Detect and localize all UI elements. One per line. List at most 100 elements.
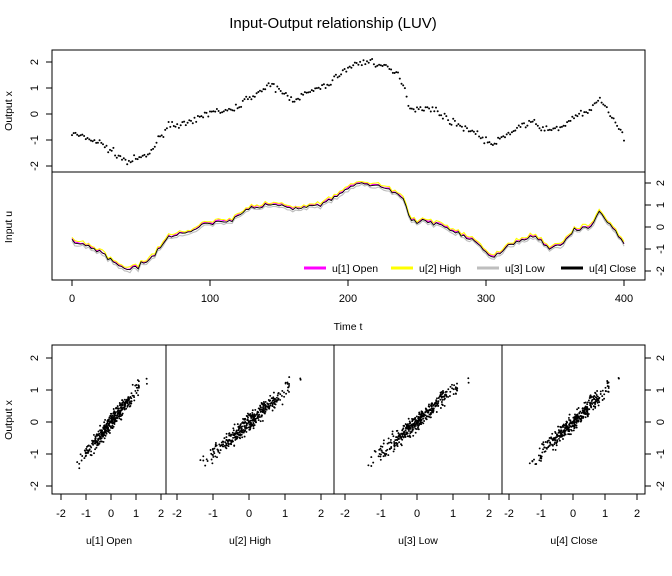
facet-x-tick-label: 1 — [602, 508, 608, 520]
facet-point — [280, 394, 283, 397]
facet-point — [426, 415, 429, 418]
facet-point — [111, 417, 114, 420]
facet-point — [444, 391, 447, 393]
facet-point — [403, 431, 406, 434]
facet-point — [410, 430, 412, 433]
facet-point — [400, 436, 403, 439]
output-point — [614, 121, 617, 124]
output-point — [500, 136, 503, 139]
output-point — [100, 141, 103, 144]
facet-point — [271, 405, 274, 408]
output-point — [348, 65, 351, 68]
output-point — [103, 146, 106, 149]
output-point — [190, 119, 192, 122]
facet-point — [121, 414, 124, 416]
facet-point — [262, 407, 265, 410]
facet-point — [274, 403, 277, 406]
facet-point — [412, 428, 414, 431]
facet-point — [436, 403, 439, 406]
facet-point — [591, 403, 594, 405]
facet-point — [584, 412, 587, 415]
output-point — [502, 135, 505, 138]
facet-point — [97, 434, 100, 437]
facet-point — [565, 427, 568, 430]
facet-point — [121, 399, 124, 402]
facet-point — [414, 431, 417, 434]
facet-point — [130, 397, 133, 400]
facet-point — [136, 389, 139, 392]
output-point — [523, 122, 525, 125]
facet-point — [269, 404, 272, 407]
facet-point — [264, 410, 267, 413]
output-point — [495, 142, 498, 145]
output-point — [278, 87, 280, 90]
facet-point — [412, 422, 415, 425]
facet-point — [598, 397, 600, 400]
output-point — [552, 127, 555, 130]
facet-point — [91, 442, 94, 445]
facet-point — [531, 460, 534, 463]
facet-point — [420, 423, 423, 426]
facet-point — [105, 425, 108, 428]
facet-point — [568, 413, 571, 416]
output-point — [428, 107, 431, 110]
output-point — [283, 92, 286, 95]
facet-point — [253, 413, 256, 416]
facet-point — [588, 408, 591, 411]
output-point — [616, 124, 619, 127]
output-point — [397, 71, 399, 74]
facet-point — [288, 390, 290, 393]
facet-point — [130, 400, 132, 403]
output-point — [253, 95, 256, 98]
facet-point — [264, 400, 267, 403]
facet-point — [456, 382, 458, 385]
facet-point — [258, 408, 261, 410]
output-point — [209, 110, 211, 113]
output-point — [322, 83, 325, 86]
facet-point — [76, 461, 79, 464]
facet-point — [412, 418, 415, 421]
facet-point — [275, 400, 278, 403]
output-point — [122, 157, 125, 160]
facet-point — [257, 419, 260, 422]
output-point — [588, 108, 591, 111]
output-point — [583, 111, 586, 114]
output-point — [207, 115, 210, 118]
facet-point — [417, 419, 420, 422]
facet-point — [442, 391, 445, 394]
output-point — [110, 149, 113, 152]
output-point — [302, 93, 305, 96]
output-point — [269, 85, 272, 88]
output-point — [462, 129, 465, 132]
facet-point — [370, 465, 373, 467]
input-line-1 — [71, 181, 625, 270]
facet-point — [105, 432, 108, 435]
facet-point — [601, 399, 604, 401]
bottom-y-tick-label-right: 1 — [655, 387, 667, 393]
output-point — [528, 119, 531, 122]
facet-point — [250, 416, 253, 419]
facet-label-open: u[1] Open — [86, 535, 132, 547]
output-point — [550, 129, 553, 132]
output-point — [221, 111, 224, 114]
output-point — [181, 121, 184, 124]
facet-point — [222, 440, 225, 443]
facet-point — [115, 417, 118, 419]
middle-y-tick-label: -1 — [655, 244, 667, 254]
output-point — [124, 158, 127, 161]
output-point — [467, 130, 470, 133]
output-point — [559, 126, 562, 129]
facet-point — [236, 423, 239, 426]
facet-point — [240, 433, 243, 436]
facet-point — [556, 439, 559, 442]
output-point — [516, 126, 518, 129]
output-point — [295, 98, 298, 101]
output-point — [450, 123, 453, 126]
facet-point — [126, 405, 129, 408]
facet-point — [430, 405, 433, 408]
output-point — [160, 134, 163, 137]
facet-point — [89, 445, 92, 448]
facet-point — [414, 424, 417, 427]
output-point — [133, 154, 136, 157]
